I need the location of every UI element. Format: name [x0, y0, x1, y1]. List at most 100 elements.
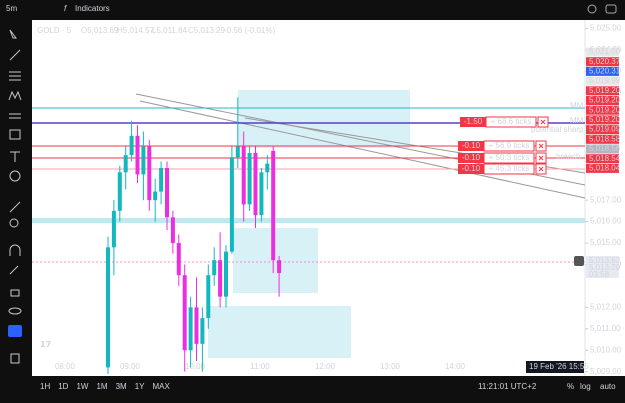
draw-mode-tool[interactable] [9, 265, 19, 275]
settings-icon[interactable] [587, 4, 597, 14]
price-tag-label: 5,020.31 [589, 67, 621, 76]
candle-body [206, 275, 211, 319]
x-tick-label: 14:00 [445, 362, 466, 371]
order-pnl-box[interactable] [458, 164, 484, 174]
candle-body [141, 146, 146, 175]
range-button[interactable]: 1H [40, 382, 50, 391]
y-tick-label: 5,025.00 [590, 24, 622, 33]
symbol: GOLD · 5 [37, 26, 72, 35]
range-button[interactable]: 1M [96, 382, 107, 391]
crosshair-button[interactable] [574, 256, 584, 266]
order-pnl: -0.10 [462, 164, 481, 173]
auto-toggle[interactable]: auto [600, 382, 616, 391]
x-tick-label: 10:00 [185, 362, 206, 371]
price-tag [586, 66, 619, 76]
x-tick-label: 13:00 [380, 362, 401, 371]
price-tag-label: 5,019.99 [589, 76, 621, 85]
candle-body [212, 260, 217, 276]
order-pnl-box[interactable] [458, 153, 484, 163]
line-tool[interactable] [9, 49, 21, 61]
candle-body [165, 167, 169, 218]
range-button[interactable]: MAX [153, 382, 171, 391]
range-button[interactable]: 1D [58, 382, 68, 391]
percent-toggle[interactable]: % [567, 382, 574, 391]
left-toolbar [8, 29, 22, 364]
range-button[interactable]: 1Y [135, 382, 145, 391]
visibility-tool[interactable] [8, 307, 22, 315]
indicators-button[interactable]: Indicators [75, 4, 110, 13]
price-tag [586, 86, 619, 96]
order-pnl-box[interactable] [458, 141, 484, 151]
order-ticks-box[interactable] [483, 140, 535, 152]
interval[interactable]: 5m [6, 4, 17, 13]
candle-body [111, 210, 116, 248]
ohlc-low: L5,011.84 [152, 26, 188, 35]
order-pnl: -1.50 [464, 117, 483, 126]
pattern-tool[interactable] [8, 90, 22, 101]
close-price: 5,013.29 [589, 263, 621, 272]
ohlc-open: O5,013.69 [81, 26, 119, 35]
price-tag [586, 76, 619, 86]
candle-body [265, 163, 270, 173]
y-tick-label: 5,009.00 [590, 367, 622, 376]
order-pnl: -0.10 [462, 153, 481, 162]
ruler-tool[interactable] [9, 201, 21, 213]
x-tick-label: 12:00 [315, 362, 336, 371]
sync-tool[interactable] [8, 325, 22, 337]
order-ticks-box[interactable] [483, 163, 535, 175]
zoom-tool[interactable] [9, 218, 19, 228]
order-close-icon [538, 166, 544, 172]
shape-tool[interactable] [9, 129, 21, 140]
candle-body [218, 260, 223, 297]
line-label: breach [556, 152, 580, 161]
candle-body [153, 191, 158, 201]
cursor-tool[interactable] [9, 29, 17, 39]
candle-body [188, 307, 193, 351]
candle-body [106, 247, 110, 368]
price-tag [586, 115, 619, 125]
fib-tool[interactable] [9, 71, 21, 81]
trash-tool[interactable] [10, 353, 20, 364]
projection-tool[interactable] [9, 113, 21, 119]
magnet-tool[interactable] [9, 244, 21, 256]
order-pnl-box[interactable] [460, 117, 486, 127]
x-tick-label: 09:00 [120, 362, 141, 371]
y-tick-label: 5,017.00 [590, 195, 622, 204]
tv-logo: 𝟭𝟳 [40, 340, 51, 349]
order-ticks: + 56.9 ticks [489, 141, 530, 150]
text-tool[interactable] [10, 151, 20, 162]
candle-body [170, 217, 175, 244]
price-tag [586, 125, 619, 135]
line-label: MM [570, 116, 584, 125]
order-ticks-box[interactable] [485, 116, 537, 128]
range-button[interactable]: 3M [116, 382, 127, 391]
camera-icon[interactable] [605, 4, 617, 14]
line-label: MM [570, 101, 584, 110]
emoji-tool[interactable] [9, 170, 21, 182]
price-tag [586, 96, 619, 105]
candle-body [224, 251, 228, 297]
y-tick-label: 5,011.00 [590, 324, 621, 333]
log-toggle[interactable]: log [580, 382, 591, 391]
price-tag-label: 5,020.37 [589, 57, 621, 66]
price-tag-label: 5,018.58 [589, 134, 621, 143]
order-ticks-box[interactable] [483, 152, 535, 164]
candle-body [235, 146, 240, 158]
ohlc-high: H5,014.57 [117, 26, 154, 35]
range-button[interactable]: 1W [76, 382, 88, 391]
order-ticks: + 68.6 ticks [491, 117, 532, 126]
price-tag-label: 5,019.20 [589, 96, 621, 105]
candle-body [176, 243, 181, 276]
price-tag [586, 154, 619, 164]
lock-tool[interactable] [10, 289, 20, 297]
candle-body [247, 152, 252, 205]
y-tick-label: 5,015.00 [590, 238, 622, 247]
change: -0.56 (-0.01%) [224, 26, 275, 35]
candle-body [253, 152, 258, 216]
ohlc-close: C5,013.29 [188, 26, 225, 35]
price-tag-label: 5,021.00 [589, 47, 621, 56]
date-label: 19 Feb '26 15:55 [529, 362, 589, 371]
price-tag-label: 5,019.20 [589, 86, 621, 95]
candle-body [194, 307, 199, 344]
